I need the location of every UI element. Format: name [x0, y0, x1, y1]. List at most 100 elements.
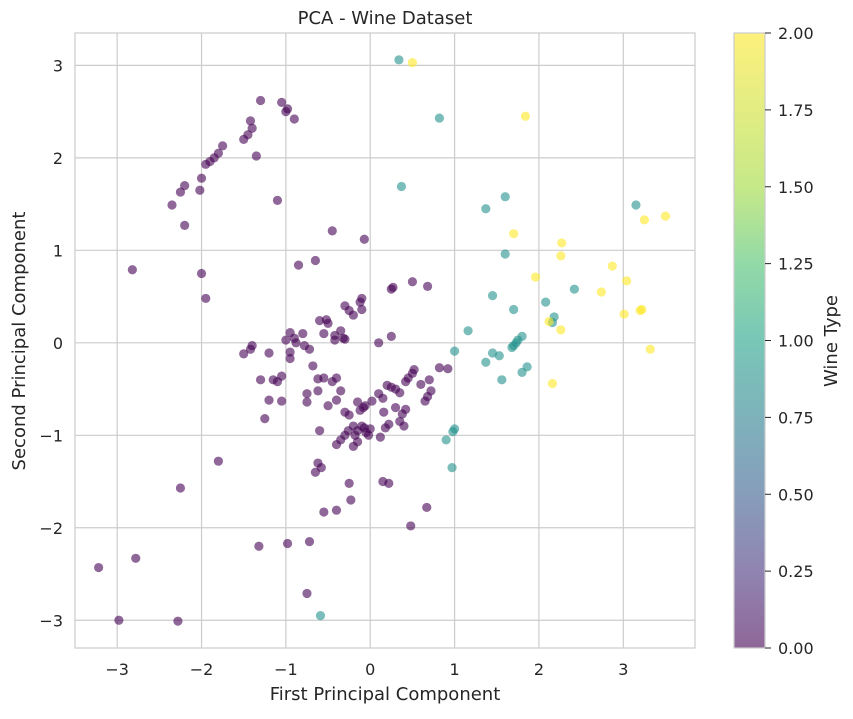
data-point-class-0: [302, 588, 312, 599]
data-point-class-0: [245, 116, 256, 126]
data-point-class-0: [180, 220, 190, 230]
data-point-class-2: [660, 211, 671, 221]
data-point-class-0: [344, 410, 354, 420]
data-point-class-0: [254, 541, 264, 551]
data-point-class-2: [622, 276, 632, 286]
colorbar-tick-label: 2.00: [778, 24, 814, 43]
y-axis-label: Second Principal Component: [9, 212, 30, 471]
data-point-class-0: [285, 353, 295, 364]
colorbar-tick-label: 0.50: [778, 485, 814, 504]
data-point-class-0: [319, 328, 329, 339]
x-tick-label: 3: [618, 660, 628, 679]
data-point-class-0: [196, 268, 207, 279]
data-point-class-0: [397, 409, 407, 419]
data-point-class-0: [315, 426, 325, 436]
data-point-class-0: [338, 333, 348, 343]
data-point-class-0: [195, 185, 205, 195]
data-point-class-0: [375, 432, 385, 442]
data-point-class-0: [131, 553, 141, 563]
data-point-class-0: [218, 141, 228, 151]
colorbar: 0.00 0.25 0.50 0.75 1.00 1.25 1.50 1.75 2.00 Win…: [733, 24, 842, 658]
data-point-class-0: [331, 505, 342, 515]
x-tick-label: −1: [274, 660, 298, 679]
data-point-class-1: [569, 284, 579, 294]
data-point-class-0: [308, 361, 318, 371]
data-point-class-2: [639, 215, 649, 225]
data-point-class-0: [422, 502, 432, 513]
x-tick-label: 0: [365, 660, 375, 679]
data-point-class-1: [463, 326, 473, 336]
data-point-class-1: [394, 55, 404, 65]
data-point-class-0: [213, 456, 224, 466]
data-point-class-0: [127, 265, 137, 275]
data-point-class-0: [422, 281, 433, 291]
data-point-class-0: [310, 255, 321, 266]
data-point-class-0: [331, 439, 342, 450]
data-point-class-0: [304, 537, 315, 547]
data-point-class-0: [201, 159, 211, 169]
data-point-class-0: [94, 562, 104, 573]
y-axis-ticks: −3 −2 −1 0 1 2 3: [39, 56, 63, 630]
x-tick-label: 1: [449, 660, 459, 679]
data-point-class-0: [255, 375, 266, 385]
data-point-class-0: [277, 396, 287, 406]
colorbar-ticks: 0.00 0.25 0.50 0.75 1.00 1.25 1.50 1.75 2.00: [765, 24, 814, 658]
plot-area: [74, 32, 696, 649]
y-tick-label: 1: [53, 241, 63, 260]
data-point-class-0: [395, 388, 405, 398]
data-point-class-2: [556, 325, 566, 335]
colorbar-label: Wine Type: [821, 295, 842, 387]
y-tick-label: −2: [39, 519, 63, 538]
data-point-class-0: [340, 301, 350, 311]
data-point-class-0: [355, 297, 365, 307]
data-point-class-2: [530, 272, 541, 282]
data-point-class-0: [173, 616, 183, 626]
data-point-class-2: [544, 316, 554, 327]
data-point-class-0: [331, 373, 342, 383]
data-point-class-0: [272, 377, 283, 387]
data-point-class-0: [348, 310, 358, 320]
data-point-class-0: [360, 401, 370, 411]
data-point-class-0: [336, 326, 346, 336]
data-point-class-1: [396, 181, 407, 192]
colorbar-tick-label: 0.25: [778, 562, 814, 581]
data-point-class-1: [500, 249, 510, 259]
data-point-class-0: [363, 430, 374, 440]
data-point-class-1: [449, 346, 460, 356]
data-point-class-0: [239, 134, 249, 144]
data-point-class-0: [313, 386, 323, 396]
data-point-class-1: [494, 351, 504, 361]
y-tick-label: 3: [53, 56, 63, 75]
data-point-class-0: [378, 393, 388, 403]
data-point-class-2: [607, 261, 617, 271]
data-point-class-1: [500, 192, 510, 202]
data-point-class-0: [327, 226, 337, 236]
data-point-class-0: [323, 401, 333, 411]
data-point-class-2: [547, 378, 558, 389]
data-point-class-1: [448, 426, 458, 437]
data-point-class-1: [481, 204, 491, 214]
data-point-class-0: [379, 407, 389, 417]
data-point-class-0: [420, 396, 430, 406]
data-point-class-0: [114, 615, 124, 625]
data-point-class-1: [517, 367, 527, 378]
data-point-class-0: [255, 95, 266, 106]
data-point-class-0: [380, 423, 391, 433]
data-point-class-1: [497, 375, 507, 385]
data-point-class-0: [302, 397, 312, 407]
x-axis-ticks: −3 −2 −1 0 1 2 3: [105, 660, 628, 679]
colorbar-tick-label: 0.75: [778, 408, 814, 427]
data-point-class-0: [245, 344, 256, 354]
grid-lines: [75, 33, 695, 648]
data-point-class-1: [447, 463, 457, 473]
data-point-class-0: [426, 386, 436, 396]
data-point-class-0: [313, 374, 323, 384]
data-point-class-0: [348, 441, 358, 451]
colorbar-gradient: [733, 32, 766, 649]
data-point-class-1: [631, 200, 641, 210]
data-point-class-0: [367, 396, 377, 406]
data-point-class-0: [264, 348, 274, 358]
data-point-class-0: [281, 335, 291, 345]
data-point-class-0: [316, 463, 326, 473]
